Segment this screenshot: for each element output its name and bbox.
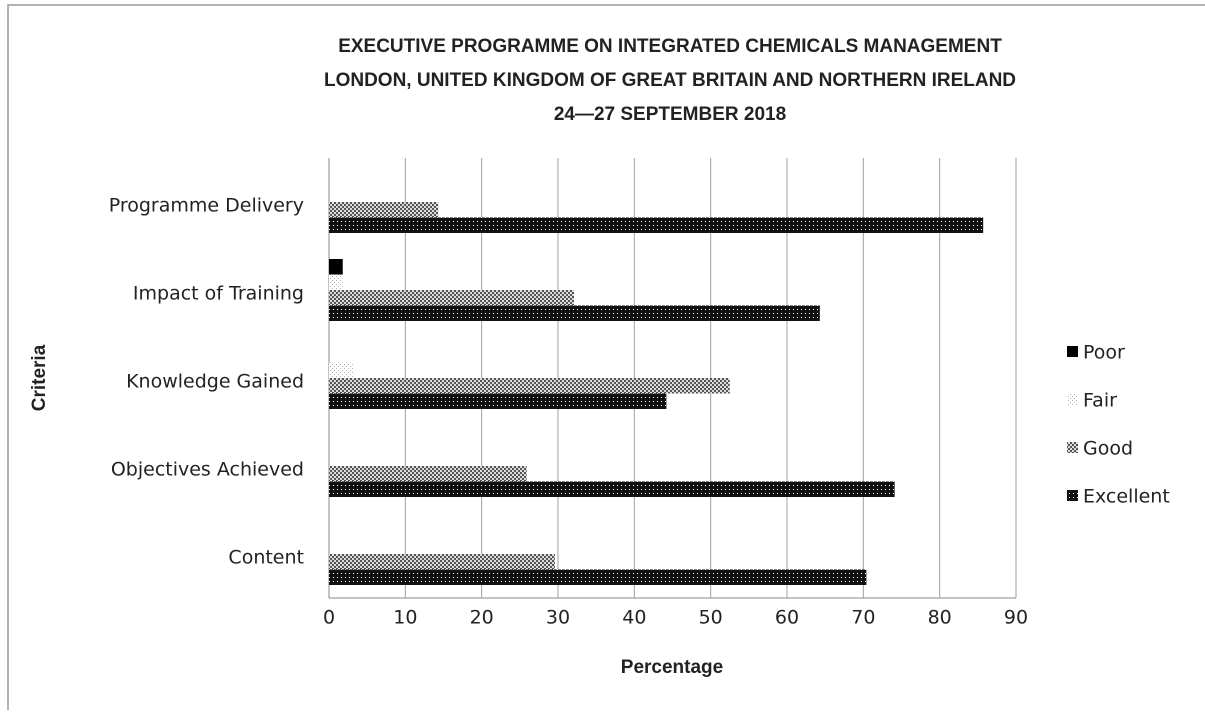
y-tick-label: Objectives Achieved [111,459,304,481]
bar [329,217,984,233]
x-tick-label: 90 [1004,607,1028,629]
bar [329,569,867,585]
x-tick-label: 70 [851,607,875,629]
x-tick-label: 0 [323,607,335,629]
legend-label: Poor [1083,342,1125,364]
bar [329,393,667,409]
legend-swatch [1067,490,1078,501]
chart-title: EXECUTIVE PROGRAMME ON INTEGRATED CHEMIC… [338,36,1002,57]
x-tick-label: 50 [699,607,723,629]
legend-swatch [1067,346,1078,357]
legend-label: Excellent [1083,486,1170,508]
chart-border [7,4,1205,714]
bar [329,481,895,497]
x-tick-label: 30 [546,607,570,629]
x-axis-label: Percentage [621,657,723,678]
x-tick-label: 80 [928,607,952,629]
legend-swatch [1067,442,1078,453]
chart-title: 24—27 SEPTEMBER 2018 [554,104,786,125]
bar [329,259,343,275]
y-tick-label: Programme Delivery [109,195,304,217]
legend-label: Fair [1083,390,1117,412]
legend-swatch [1067,394,1078,405]
x-tick-label: 60 [775,607,799,629]
bar [329,290,575,306]
bar [329,202,439,218]
y-tick-label: Content [228,547,304,569]
bar [329,554,555,570]
y-tick-label: Knowledge Gained [126,371,304,393]
bar [329,274,343,290]
chart-title: LONDON, UNITED KINGDOM OF GREAT BRITAIN … [324,70,1016,91]
bar [329,305,820,321]
x-tick-label: 20 [470,607,494,629]
x-tick-label: 40 [622,607,646,629]
y-axis-label: Criteria [29,344,50,411]
x-tick-label: 10 [393,607,417,629]
bar [329,362,355,378]
legend-label: Good [1083,438,1133,460]
y-tick-label: Impact of Training [133,283,304,305]
bar [329,466,527,482]
bar [329,378,730,394]
